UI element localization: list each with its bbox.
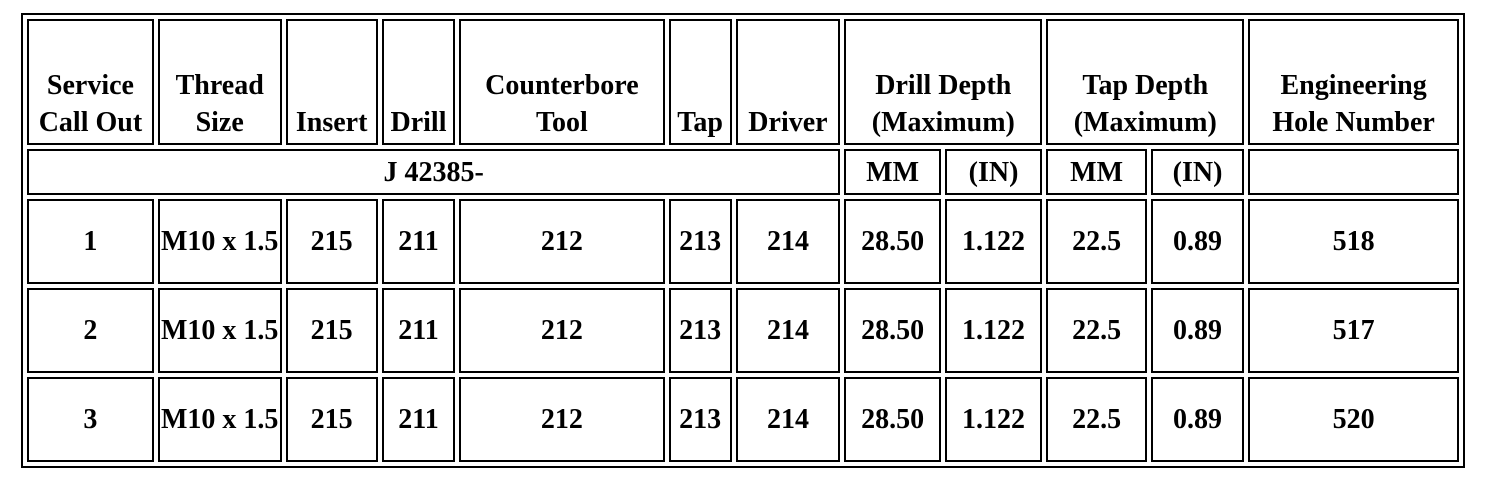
- data-cell: 520: [1248, 377, 1459, 462]
- subheader-cell: (IN): [1150, 149, 1245, 195]
- tool-table: Service Call Out Thread Size Insert Dril…: [21, 13, 1465, 468]
- data-cell: M10 x 1.5: [157, 199, 282, 284]
- data-cell: 214: [735, 288, 841, 373]
- header-cell: Engineering Hole Number: [1248, 19, 1459, 145]
- data-cell: 0.89: [1150, 377, 1245, 462]
- data-cell: 212: [459, 288, 665, 373]
- header-cell: Drill: [381, 19, 456, 145]
- header-cell: Tap: [668, 19, 732, 145]
- data-row: 3 M10 x 1.5 215 211 212 213 214 28.50 1.122 22.5 0…: [27, 377, 1459, 462]
- data-cell: 1.122: [944, 377, 1043, 462]
- subheader-row: J 42385- MM (IN) MM (IN): [27, 149, 1459, 195]
- data-cell: 517: [1248, 288, 1459, 373]
- data-cell: 28.50: [844, 199, 941, 284]
- data-cell: M10 x 1.5: [157, 288, 282, 373]
- data-cell: 214: [735, 377, 841, 462]
- subheader-cell: (IN): [944, 149, 1043, 195]
- data-cell: 215: [285, 288, 378, 373]
- data-cell: 211: [381, 199, 456, 284]
- data-cell: 28.50: [844, 288, 941, 373]
- subheader-cell: MM: [1046, 149, 1147, 195]
- page: Service Call Out Thread Size Insert Dril…: [21, 13, 1465, 468]
- data-cell: 215: [285, 199, 378, 284]
- data-cell: 518: [1248, 199, 1459, 284]
- header-cell: Driver: [735, 19, 841, 145]
- data-cell: M10 x 1.5: [157, 377, 282, 462]
- data-cell: 0.89: [1150, 288, 1245, 373]
- data-cell: 1: [27, 199, 154, 284]
- header-cell: Tap Depth (Maximum): [1046, 19, 1245, 145]
- data-cell: 211: [381, 377, 456, 462]
- subheader-cell: J 42385-: [27, 149, 841, 195]
- data-cell: 213: [668, 288, 732, 373]
- data-cell: 22.5: [1046, 377, 1147, 462]
- data-cell: 2: [27, 288, 154, 373]
- data-cell: 211: [381, 288, 456, 373]
- header-cell: Service Call Out: [27, 19, 154, 145]
- data-cell: 1.122: [944, 288, 1043, 373]
- data-cell: 212: [459, 199, 665, 284]
- empty-cell: [1248, 149, 1459, 195]
- header-cell: Thread Size: [157, 19, 282, 145]
- header-cell: Counterbore Tool: [459, 19, 665, 145]
- data-row: 2 M10 x 1.5 215 211 212 213 214 28.50 1.122 22.5 0…: [27, 288, 1459, 373]
- data-cell: 28.50: [844, 377, 941, 462]
- data-cell: 1.122: [944, 199, 1043, 284]
- subheader-cell: MM: [844, 149, 941, 195]
- header-cell: Drill Depth (Maximum): [844, 19, 1043, 145]
- data-cell: 22.5: [1046, 288, 1147, 373]
- data-cell: 213: [668, 199, 732, 284]
- data-row: 1 M10 x 1.5 215 211 212 213 214 28.50 1.122 22.5 0…: [27, 199, 1459, 284]
- data-cell: 0.89: [1150, 199, 1245, 284]
- data-cell: 22.5: [1046, 199, 1147, 284]
- data-cell: 3: [27, 377, 154, 462]
- data-cell: 213: [668, 377, 732, 462]
- data-cell: 212: [459, 377, 665, 462]
- data-cell: 214: [735, 199, 841, 284]
- header-cell: Insert: [285, 19, 378, 145]
- header-row: Service Call Out Thread Size Insert Dril…: [27, 19, 1459, 145]
- data-cell: 215: [285, 377, 378, 462]
